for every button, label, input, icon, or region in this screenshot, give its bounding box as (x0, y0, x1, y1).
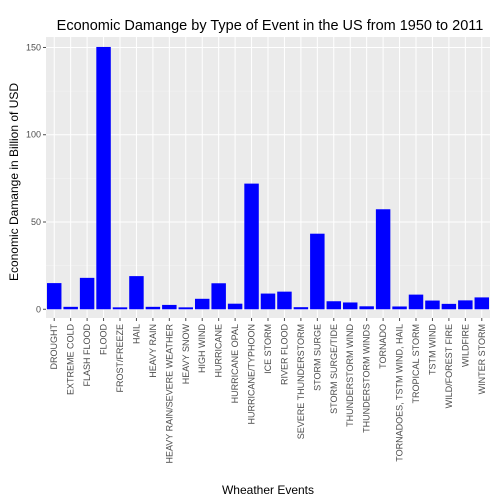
bar (194, 298, 210, 310)
bar (79, 277, 95, 310)
bar (63, 306, 78, 310)
bar (310, 233, 325, 310)
x-tick-label: THUNDERSTORM WINDS (362, 324, 372, 433)
bar (392, 306, 407, 310)
bar (474, 297, 490, 310)
bar (112, 307, 128, 310)
bar (441, 303, 457, 310)
bar (244, 183, 259, 310)
y-tick-label: 100 (26, 130, 41, 140)
x-tick-label: WILDFIRE (460, 324, 470, 367)
x-tick-label: HURRICANE/TYPHOON (247, 324, 257, 425)
y-tick-label: 150 (26, 42, 41, 52)
x-tick-label: TORNADOES, TSTM WIND, HAIL (395, 324, 405, 462)
bar (375, 209, 391, 310)
bar (293, 307, 309, 310)
x-tick-label: FLOOD (99, 324, 109, 356)
x-tick-label: SEVERE THUNDERSTORM (296, 324, 306, 439)
x-tick-label: HURRICANE OPAL (230, 324, 240, 403)
bar (96, 46, 111, 310)
bar (129, 276, 144, 310)
bar (211, 283, 226, 310)
x-tick-label: EXTREME COLD (66, 324, 76, 396)
x-tick-label: TROPICAL STORM (411, 324, 421, 404)
bar (260, 293, 276, 310)
bar (145, 306, 161, 310)
bar (178, 307, 194, 310)
x-axis: DROUGHT EXTREME COLD FLASH FLOOD FLOOD FROST… (49, 318, 487, 464)
x-tick-label: HEAVY SNOW (181, 324, 191, 385)
x-tick-label: HEAVY RAIN/SEVERE WEATHER (164, 324, 174, 464)
bar (277, 291, 292, 310)
x-tick-label: THUNDERSTORM WIND (345, 324, 355, 427)
x-axis-title: Wheather Events (222, 483, 314, 497)
x-tick-label: RIVER FLOOD (279, 324, 289, 386)
bar (227, 303, 243, 310)
bar (458, 300, 473, 310)
x-tick-label: HAIL (131, 324, 141, 344)
x-tick-label: ICE STORM (263, 324, 273, 374)
bars (46, 46, 490, 310)
bar (46, 283, 62, 310)
y-tick-label: 0 (36, 304, 41, 314)
y-tick-label: 50 (31, 217, 41, 227)
chart-title: Economic Damange by Type of Event in the… (57, 18, 484, 34)
x-tick-label: TSTM WIND (427, 324, 437, 375)
bar (326, 301, 342, 310)
y-axis: 0 50 100 150 (26, 42, 46, 314)
x-tick-label: FLASH FLOOD (82, 324, 92, 387)
x-tick-label: HURRICANE (214, 324, 224, 378)
bar (408, 294, 424, 310)
y-axis-title: Economic Damange in Billion of USD (7, 83, 21, 281)
x-tick-label: WILD/FOREST FIRE (444, 324, 454, 408)
bar (342, 302, 358, 310)
x-tick-label: HIGH WIND (197, 324, 207, 373)
bar (162, 304, 177, 310)
x-tick-label: FROST/FREEZE (115, 324, 125, 393)
bar (359, 306, 374, 310)
x-tick-label: TORNADO (378, 324, 388, 369)
x-tick-label: WINTER STORM (477, 324, 487, 394)
x-tick-label: HEAVY RAIN (148, 324, 158, 378)
x-tick-label: STORM SURGE (312, 324, 322, 391)
x-tick-label: STORM SURGE/TIDE (329, 324, 339, 414)
x-tick-label: DROUGHT (49, 324, 59, 370)
bar (425, 300, 440, 310)
